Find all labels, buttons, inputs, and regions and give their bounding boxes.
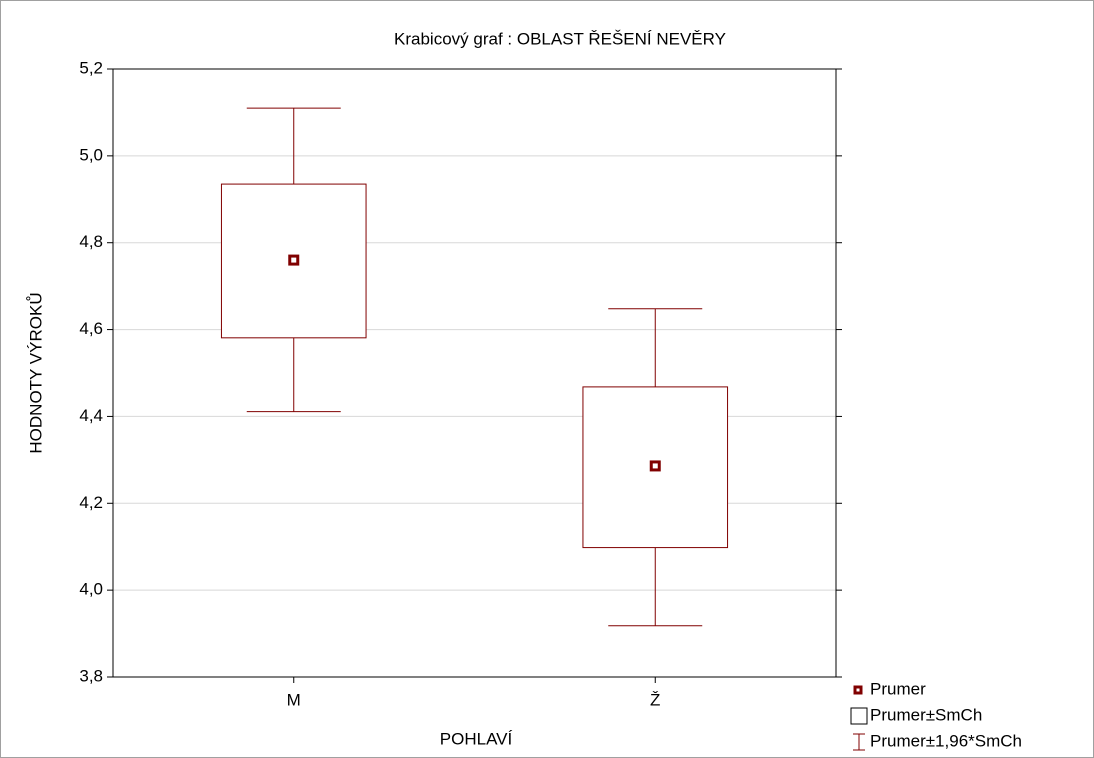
y-tick-label: 5,0 — [79, 145, 103, 164]
y-tick-label: 4,2 — [79, 493, 103, 512]
legend-label: Prumer±1,96*SmCh — [870, 731, 1022, 750]
y-tick-label: 4,4 — [79, 406, 103, 425]
y-tick-label: 4,0 — [79, 580, 103, 599]
y-tick-label: 4,6 — [79, 319, 103, 338]
legend-mean-icon — [853, 685, 863, 695]
x-tick-label: M — [287, 690, 301, 709]
y-tick-label: 4,8 — [79, 232, 103, 251]
x-tick-label: Ž — [650, 690, 660, 709]
legend-box-icon — [850, 707, 868, 725]
legend-label: Prumer±SmCh — [870, 705, 982, 724]
legend-label: Prumer — [870, 679, 926, 698]
mean-marker — [649, 460, 661, 472]
x-axis-label: POHLAVÍ — [440, 729, 513, 748]
y-tick-label: 5,2 — [79, 58, 103, 77]
chart-title: Krabicový graf : OBLAST ŘEŠENÍ NEVĚRY — [394, 29, 726, 48]
mean-marker — [288, 254, 300, 266]
y-tick-label: 3,8 — [79, 666, 103, 685]
plot-area — [112, 68, 837, 678]
y-axis-label: HODNOTY VÝROKŮ — [26, 292, 45, 453]
